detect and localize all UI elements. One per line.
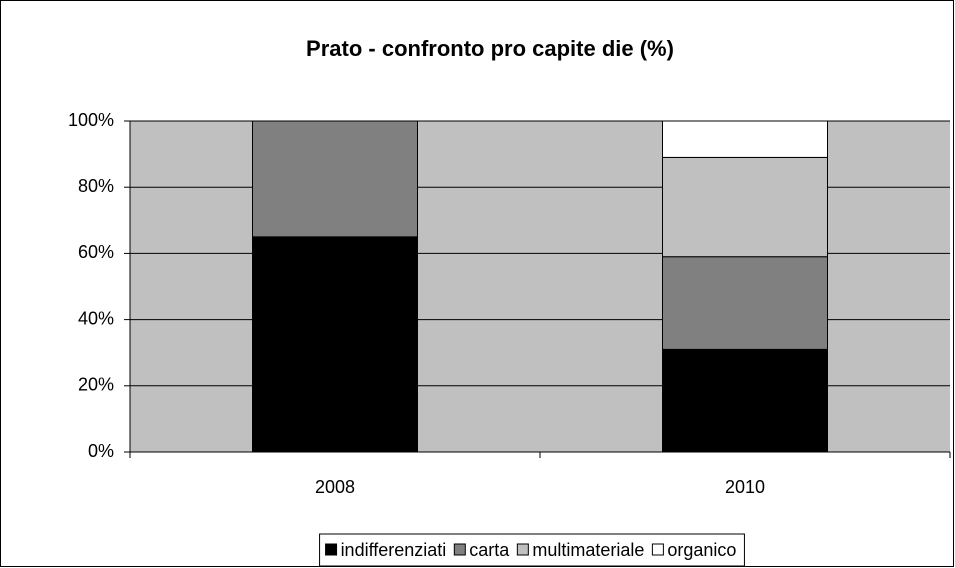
bar-segment — [252, 236, 418, 453]
legend-box — [319, 533, 745, 567]
legend-label: indifferenziati — [341, 540, 447, 560]
y-tick-label: 40% — [78, 308, 114, 328]
bar-segment — [662, 156, 828, 258]
legend-swatch — [516, 543, 529, 556]
y-tick-label: 0% — [88, 441, 114, 461]
y-tick-label: 80% — [78, 176, 114, 196]
legend-swatch — [453, 543, 466, 556]
x-tick-label: 2008 — [315, 477, 355, 497]
bar-segment — [662, 348, 828, 453]
legend-label: organico — [667, 540, 736, 560]
bar-segment — [252, 120, 418, 238]
legend-label: carta — [469, 540, 510, 560]
legend-swatch — [651, 543, 664, 556]
legend-swatch — [325, 543, 338, 556]
bar-segment — [662, 120, 828, 158]
y-tick-label: 20% — [78, 375, 114, 395]
chart-title: Prato - confronto pro capite die (%) — [306, 36, 674, 61]
x-tick-label: 2010 — [725, 477, 765, 497]
y-tick-label: 60% — [78, 242, 114, 262]
y-tick-label: 100% — [68, 110, 114, 130]
legend-label: multimateriale — [532, 540, 644, 560]
bar-segment — [662, 256, 828, 350]
